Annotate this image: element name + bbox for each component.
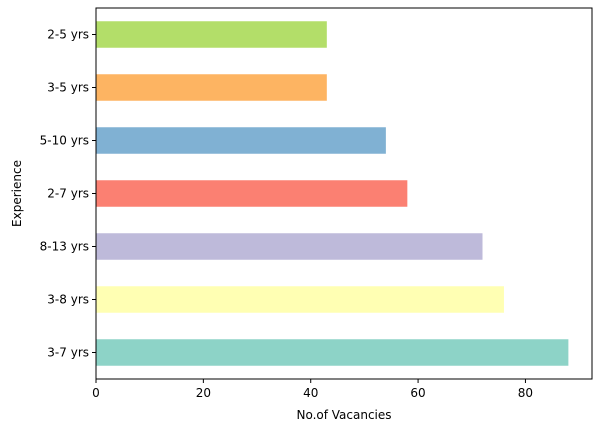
x-tick-label: 20 xyxy=(196,386,211,400)
bar-2-5-yrs xyxy=(96,21,327,48)
bars-group xyxy=(96,21,569,366)
x-tick-label: 60 xyxy=(410,386,425,400)
y-tick-label: 3-5 yrs xyxy=(47,81,89,95)
x-axis-ticks: 0 20 40 60 80 xyxy=(92,379,533,400)
y-tick-label: 5-10 yrs xyxy=(40,134,89,148)
x-tick-label: 80 xyxy=(518,386,533,400)
y-axis-ticks: 3-7 yrs 3-8 yrs 8-13 yrs 2-7 yrs 5-10 yrs 3-5… xyxy=(40,28,96,360)
x-axis-label: No.of Vacancies xyxy=(296,408,391,422)
y-tick-label: 2-7 yrs xyxy=(47,187,89,201)
bar-8-13-yrs xyxy=(96,233,483,260)
y-tick-label: 2-5 yrs xyxy=(47,28,89,42)
x-tick-label: 0 xyxy=(92,386,100,400)
y-tick-label: 3-7 yrs xyxy=(47,346,89,360)
bar-2-7-yrs xyxy=(96,180,408,207)
bar-3-5-yrs xyxy=(96,74,327,101)
bar-3-7-yrs xyxy=(96,339,569,366)
y-axis-label: Experience xyxy=(10,160,24,227)
y-tick-label: 8-13 yrs xyxy=(40,240,89,254)
x-tick-label: 40 xyxy=(303,386,318,400)
bar-5-10-yrs xyxy=(96,127,386,154)
y-tick-label: 3-8 yrs xyxy=(47,293,89,307)
bar-3-8-yrs xyxy=(96,286,504,313)
